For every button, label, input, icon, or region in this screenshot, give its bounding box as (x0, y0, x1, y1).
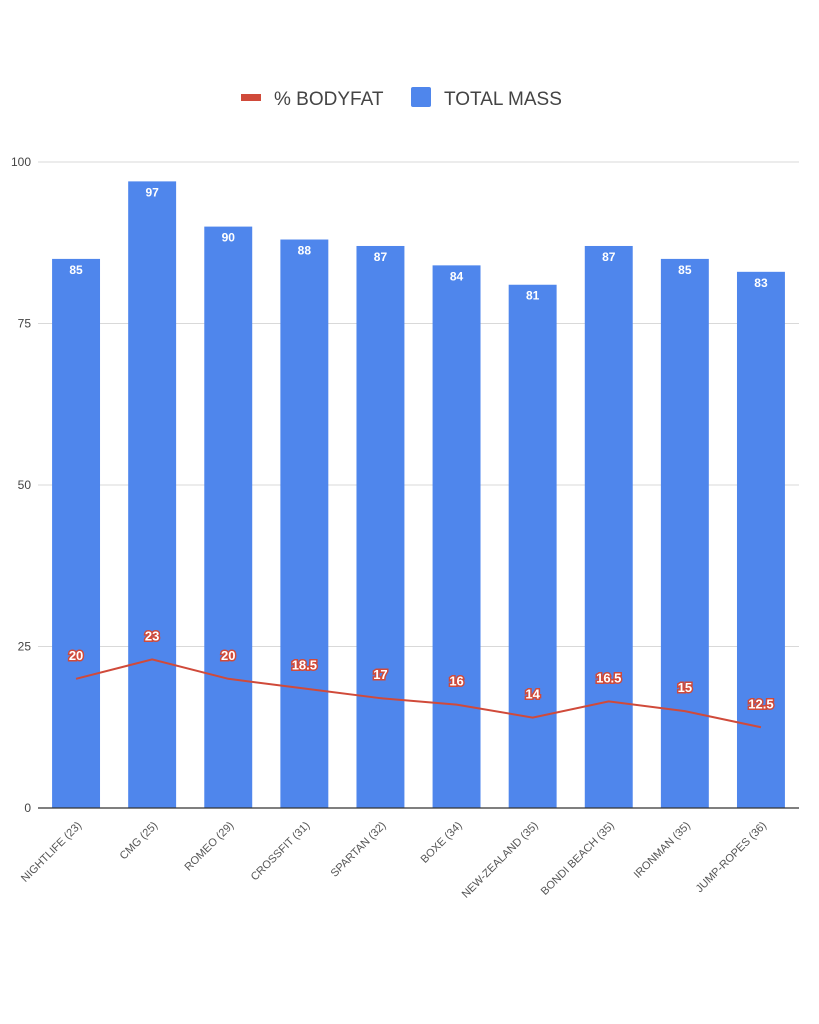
bar-value-label: 87 (602, 250, 616, 264)
y-tick-label: 50 (18, 478, 32, 492)
x-tick-label: SPARTAN (32) (329, 820, 389, 880)
line-value-label: 16.5 (596, 670, 621, 685)
legend-swatch-line (241, 94, 261, 101)
y-tick-label: 100 (11, 155, 31, 169)
line-value-label: 20 (221, 648, 235, 663)
bar (508, 284, 557, 808)
bar (280, 239, 329, 808)
x-tick-label: NEW-ZEALAND (35) (460, 820, 541, 901)
bar (204, 226, 253, 809)
line-value-label: 23 (145, 628, 159, 643)
bar (736, 271, 785, 808)
bar-value-label: 85 (69, 263, 83, 277)
legend-label: % BODYFAT (274, 89, 384, 110)
bar-series (52, 181, 785, 809)
bar (52, 258, 101, 808)
x-tick-label: BONDI BEACH (35) (539, 820, 617, 898)
x-tick-label: JUMP-ROPES (36) (694, 820, 769, 895)
legend-label: TOTAL MASS (444, 89, 562, 110)
line-value-label: 17 (373, 667, 387, 682)
y-tick-label: 75 (18, 317, 32, 331)
y-tick-label: 25 (18, 640, 32, 654)
line-series (75, 658, 762, 729)
bar-value-label: 83 (754, 276, 768, 290)
bar (356, 245, 405, 809)
bar-value-label: 90 (222, 231, 236, 245)
bar-value-label: 81 (526, 289, 540, 303)
x-axis-ticks: NIGHTLIFE (23) CMG (25) ROMEO (29) CROSSFIT… (19, 820, 769, 901)
x-tick-label: CMG (25) (118, 820, 161, 863)
bar (660, 258, 709, 808)
bar-value-label: 87 (374, 250, 388, 264)
line-value-label: 20 (69, 648, 83, 663)
y-axis-ticks: 0 25 50 75 100 (11, 155, 31, 815)
y-tick-label: 0 (24, 801, 31, 815)
legend: % BODYFAT TOTAL MASS (241, 87, 562, 110)
line-value-label: 18.5 (292, 657, 317, 672)
bar-value-label: 85 (678, 263, 692, 277)
line-value-label: 16 (449, 674, 463, 689)
bar (584, 245, 633, 809)
bodyfat-line (75, 658, 762, 729)
bar (432, 265, 481, 808)
line-value-label: 15 (678, 680, 692, 695)
bar-value-label: 84 (450, 269, 464, 283)
x-tick-label: BOXE (34) (419, 820, 465, 866)
x-tick-label: NIGHTLIFE (23) (19, 820, 84, 885)
line-value-label: 12.5 (748, 696, 773, 711)
x-tick-label: IRONMAN (35) (632, 820, 693, 881)
bar-value-label: 88 (298, 244, 312, 258)
x-tick-label: CROSSFIT (31) (249, 820, 313, 884)
x-tick-label: ROMEO (29) (182, 820, 236, 874)
bar-data-labels: 85 97 90 88 87 84 81 87 85 83 (69, 185, 768, 302)
line-value-label: 14 (525, 687, 540, 702)
legend-swatch-bar (411, 87, 431, 107)
line-data-labels: 20 23 20 18.5 17 16 14 16.5 15 12.5 (67, 627, 775, 713)
bar (128, 181, 177, 808)
bar-value-label: 97 (145, 185, 159, 199)
